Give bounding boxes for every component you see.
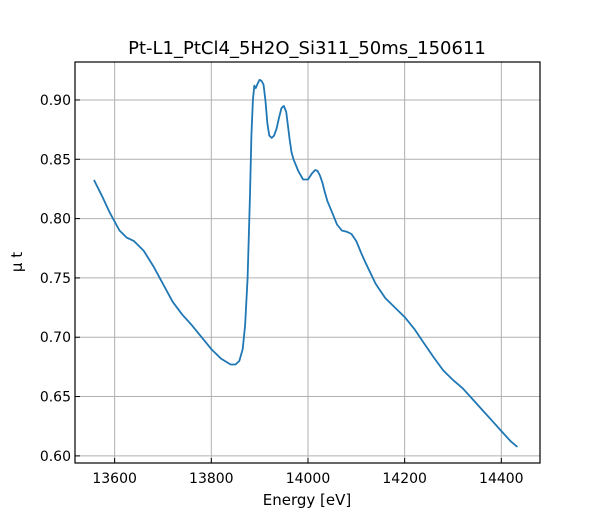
y-tick-label: 0.75 [40,271,71,287]
x-tick-label: 13600 [92,471,137,487]
y-tick-label: 0.85 [40,152,71,168]
x-tick-label: 14000 [286,471,331,487]
x-tick-label: 13800 [189,471,234,487]
x-tick-label: 14400 [479,471,524,487]
chart-title: Pt-L1_PtCl4_5H2O_Si311_50ms_150611 [128,38,486,59]
gridlines [75,62,540,463]
y-tick-label: 0.90 [40,93,71,109]
y-axis-label: μ t [8,252,26,272]
data-series [93,78,518,448]
y-tick-label: 0.65 [40,390,71,406]
y-tick-label: 0.80 [40,212,71,228]
axis-ticks: 13600 13800 14000 14200 14400 0.60 0.65 0.70 0.7… [40,93,524,487]
x-axis-label: Energy [eV] [263,491,351,509]
series-line [93,78,518,448]
x-tick-label: 14200 [382,471,427,487]
y-tick-label: 0.70 [40,330,71,346]
y-tick-label: 0.60 [40,449,71,465]
